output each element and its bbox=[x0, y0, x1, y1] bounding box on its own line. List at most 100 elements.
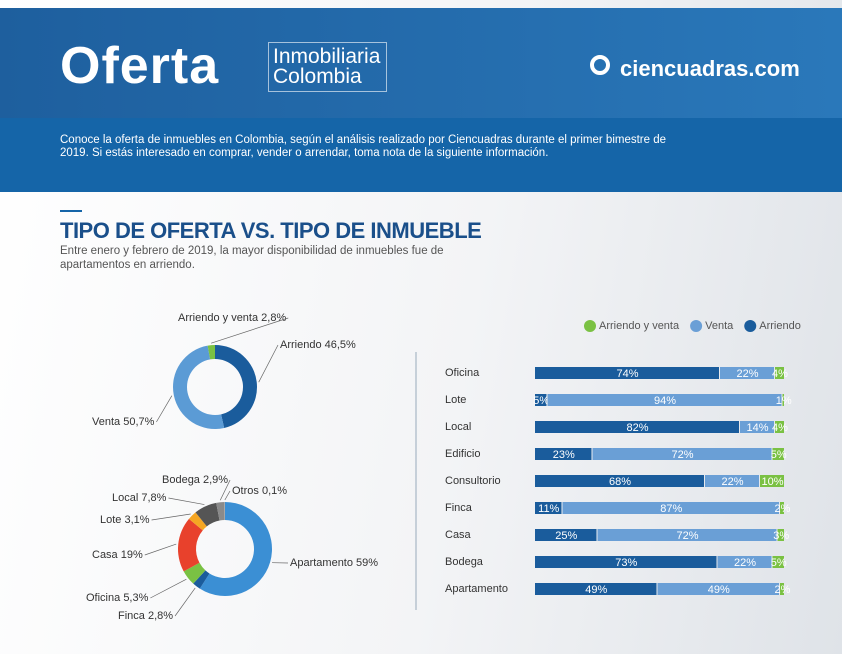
value-label: 22% bbox=[721, 476, 743, 488]
bar-segment bbox=[772, 556, 784, 568]
donut-slice bbox=[207, 345, 215, 360]
bar-segment bbox=[775, 367, 784, 379]
subtitle: Colombia bbox=[273, 65, 362, 88]
slice-value: 59% bbox=[356, 557, 378, 569]
slice-label: Local 7,8% bbox=[112, 492, 167, 504]
value-label: 2% bbox=[775, 503, 791, 515]
value-label: 11% bbox=[538, 503, 559, 515]
donut-slice bbox=[199, 502, 272, 596]
category-label: Edificio bbox=[445, 448, 480, 460]
bar-segment bbox=[782, 394, 784, 406]
value-label: 14% bbox=[746, 422, 768, 434]
bar-segment bbox=[717, 556, 772, 568]
slice-label: Apartamento 59% bbox=[290, 557, 378, 569]
slice-value: 19% bbox=[121, 549, 143, 561]
bar-segment bbox=[535, 421, 739, 433]
leader-line bbox=[224, 490, 231, 501]
legend-label: Arriendo y venta bbox=[599, 320, 680, 332]
legend-swatch bbox=[584, 320, 596, 332]
value-label: 5% bbox=[771, 449, 787, 461]
bar-segment bbox=[772, 448, 784, 460]
slice-value: 3,1% bbox=[124, 514, 149, 526]
title: Oferta bbox=[60, 37, 220, 95]
donut-slice bbox=[193, 570, 210, 589]
slice-value: 0,1% bbox=[262, 485, 287, 497]
section-subtitle: Entre enero y febrero de 2019, la mayor … bbox=[60, 245, 444, 271]
value-label: 72% bbox=[676, 530, 698, 542]
value-label: 4% bbox=[772, 422, 788, 434]
bar-segment bbox=[535, 583, 657, 595]
donut-slice bbox=[188, 512, 207, 531]
bar-segment bbox=[535, 502, 562, 514]
logo bbox=[590, 55, 610, 75]
category-label: Casa bbox=[445, 529, 472, 541]
bar-segment bbox=[535, 529, 597, 541]
value-label: 5% bbox=[771, 557, 787, 569]
donut-slice bbox=[173, 345, 225, 429]
leader-line bbox=[151, 513, 191, 521]
intro-band bbox=[0, 118, 842, 192]
subtitle: Inmobiliaria bbox=[273, 45, 381, 68]
bar-segment bbox=[775, 421, 784, 433]
value-label: 68% bbox=[609, 476, 631, 488]
slice-category: Venta bbox=[92, 416, 121, 428]
value-label: 82% bbox=[626, 422, 648, 434]
value-label: 2% bbox=[775, 584, 791, 596]
donut-slice bbox=[216, 502, 225, 521]
value-label: 22% bbox=[734, 557, 756, 569]
bar-segment bbox=[720, 367, 774, 379]
value-label: 73% bbox=[615, 557, 637, 569]
slice-value: 2,8% bbox=[261, 312, 286, 324]
slice-category: Arriendo y venta bbox=[178, 312, 259, 324]
slice-label: Finca 2,8% bbox=[118, 610, 173, 622]
value-label: 87% bbox=[660, 503, 682, 515]
legend-swatch bbox=[744, 320, 757, 332]
leader-line bbox=[168, 497, 205, 505]
bar-segment bbox=[547, 394, 782, 406]
category-label: Apartamento bbox=[445, 583, 508, 595]
intro-text: Conoce la oferta de inmuebles en Colombi… bbox=[60, 134, 667, 159]
bar-segment bbox=[535, 367, 719, 379]
slice-label: Arriendo 46,5% bbox=[280, 339, 356, 351]
leader-line bbox=[211, 317, 289, 344]
brand: ciencuadras.com bbox=[620, 56, 800, 81]
slice-category: Arriendo bbox=[280, 339, 322, 351]
category-label: Bodega bbox=[445, 556, 484, 568]
slice-label: Otros 0,1% bbox=[232, 485, 287, 497]
bar-segment bbox=[740, 421, 774, 433]
bar-segment bbox=[780, 502, 784, 514]
bar-segment bbox=[535, 475, 704, 487]
slice-value: 50,7% bbox=[123, 416, 154, 428]
category-label: Local bbox=[445, 421, 471, 433]
slice-category: Otros bbox=[232, 485, 259, 497]
slice-label: Arriendo y venta 2,8% bbox=[178, 312, 286, 324]
value-label: 49% bbox=[585, 584, 607, 596]
value-label: 72% bbox=[671, 449, 693, 461]
slice-label: Bodega 2,9% bbox=[162, 474, 228, 486]
value-label: 10% bbox=[761, 476, 783, 488]
category-label: Lote bbox=[445, 394, 466, 406]
slice-category: Oficina bbox=[86, 592, 121, 604]
slice-value: 2,9% bbox=[203, 474, 228, 486]
value-label: 25% bbox=[555, 530, 577, 542]
category-label: Finca bbox=[445, 502, 473, 514]
category-label: Oficina bbox=[445, 367, 480, 379]
slice-value: 2,8% bbox=[148, 610, 173, 622]
value-label: 23% bbox=[553, 449, 575, 461]
slice-category: Lote bbox=[100, 514, 121, 526]
accent bbox=[60, 210, 82, 212]
value-label: 4% bbox=[772, 368, 788, 380]
value-label: 49% bbox=[708, 584, 730, 596]
donut-slice bbox=[215, 345, 258, 428]
slice-label: Lote 3,1% bbox=[100, 514, 150, 526]
leader-line bbox=[174, 587, 196, 617]
value-label: 94% bbox=[654, 395, 676, 407]
leader-line bbox=[156, 395, 173, 423]
leader-line bbox=[219, 479, 231, 501]
bar-segment bbox=[535, 448, 592, 460]
slice-category: Finca bbox=[118, 610, 146, 622]
donut-slice bbox=[195, 502, 220, 527]
bar-segment bbox=[777, 529, 784, 541]
leader-line bbox=[150, 578, 187, 599]
